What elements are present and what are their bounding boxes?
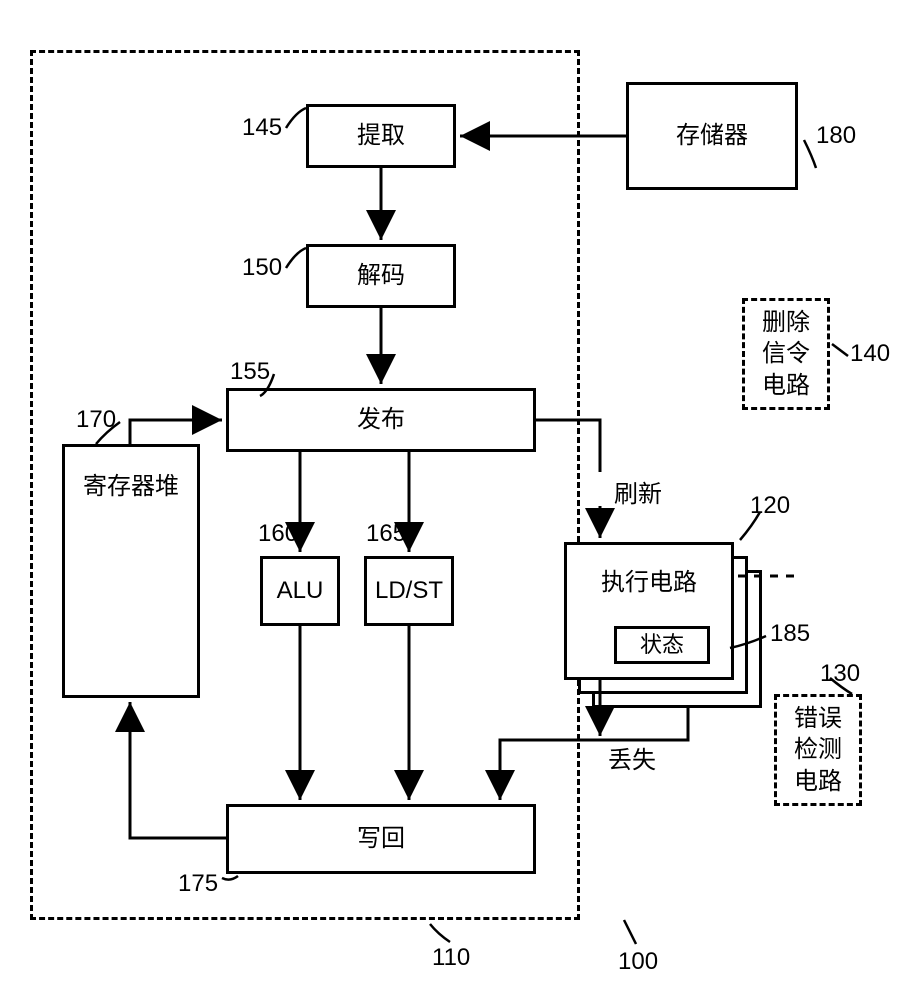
node-del-sig-label: 删除 信令 电路: [762, 307, 810, 401]
node-status: 状态: [614, 626, 710, 664]
ref-185: 185: [770, 620, 810, 648]
ref-110: 110: [432, 944, 470, 972]
ref-180: 180: [816, 122, 856, 150]
node-ldst: LD/ST: [364, 556, 454, 626]
ref-100: 100: [618, 948, 658, 976]
node-memory-label: 存储器: [676, 120, 748, 151]
node-writeback-label: 写回: [357, 823, 405, 854]
ref-165: 165: [366, 520, 406, 548]
node-issue: 发布: [226, 388, 536, 452]
node-del-sig: 删除 信令 电路: [742, 298, 830, 410]
node-fetch-label: 提取: [357, 120, 405, 151]
node-fetch: 提取: [306, 104, 456, 168]
ref-120: 120: [750, 492, 790, 520]
node-alu: ALU: [260, 556, 340, 626]
node-regfile: 寄存器堆: [62, 444, 200, 698]
ref-130: 130: [820, 660, 860, 688]
node-alu-label: ALU: [277, 575, 324, 606]
node-regfile-label: 寄存器堆: [83, 471, 179, 502]
ref-175: 175: [178, 870, 218, 898]
ref-170: 170: [76, 406, 116, 434]
ref-160: 160: [258, 520, 298, 548]
ref-150: 150: [242, 254, 282, 282]
node-ldst-label: LD/ST: [375, 575, 443, 606]
node-issue-label: 发布: [357, 404, 405, 435]
node-err-det-label: 错误 检测 电路: [794, 703, 842, 797]
node-decode: 解码: [306, 244, 456, 308]
node-writeback: 写回: [226, 804, 536, 874]
node-exec-label: 执行电路: [601, 567, 697, 598]
ref-140: 140: [850, 340, 890, 368]
ref-145: 145: [242, 114, 282, 142]
node-err-det: 错误 检测 电路: [774, 694, 862, 806]
ref-155: 155: [230, 358, 270, 386]
node-memory: 存储器: [626, 82, 798, 190]
node-decode-label: 解码: [357, 260, 405, 291]
node-status-label: 状态: [640, 631, 684, 660]
label-refresh: 刷新: [614, 474, 662, 509]
label-discard: 丢失: [608, 740, 656, 775]
